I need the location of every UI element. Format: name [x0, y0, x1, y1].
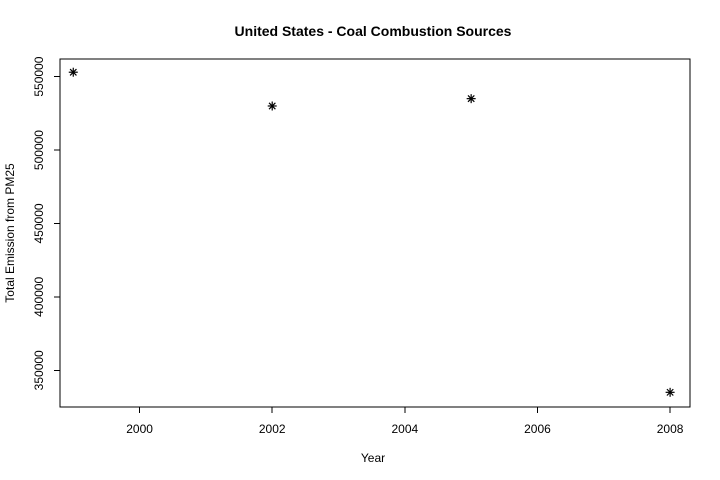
x-axis-label: Year: [361, 451, 385, 465]
data-point: [665, 387, 675, 397]
plot-frame: [59, 58, 691, 408]
chart-title: United States - Coal Combustion Sources: [235, 23, 512, 39]
data-point: [267, 101, 277, 111]
x-tick-label: 2008: [657, 422, 684, 436]
y-tick-label: 400000: [32, 277, 46, 317]
x-tick-label: 2004: [391, 422, 418, 436]
y-tick-label: 450000: [32, 203, 46, 243]
data-point: [68, 67, 78, 77]
data-points: [68, 67, 675, 397]
y-tick-label: 550000: [32, 56, 46, 96]
x-tick-label: 2000: [126, 422, 153, 436]
x-tick-label: 2002: [259, 422, 286, 436]
y-axis: 350000 400000 450000 500000 550000: [32, 56, 61, 390]
x-axis: 2000 2002 2004 2006 2008: [126, 406, 684, 436]
y-axis-label: Total Emission from PM25: [3, 163, 17, 303]
data-point: [466, 94, 476, 104]
y-tick-label: 350000: [32, 350, 46, 390]
x-tick-label: 2006: [524, 422, 551, 436]
y-tick-label: 500000: [32, 130, 46, 170]
